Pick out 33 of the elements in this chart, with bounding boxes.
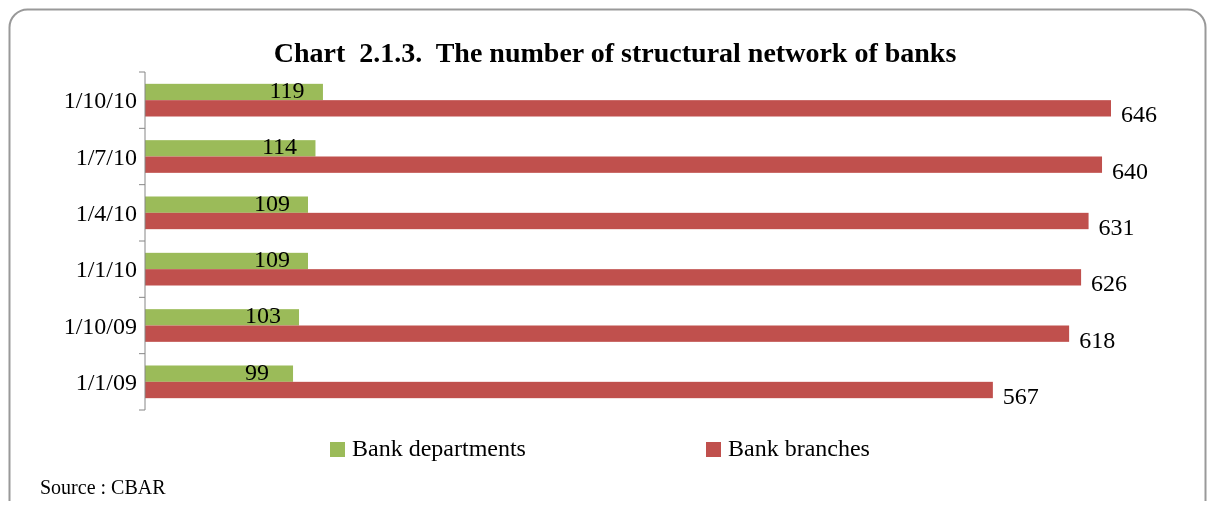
data-label: 109: [253, 189, 290, 216]
bar: [145, 83, 323, 101]
data-label: 567: [1002, 383, 1039, 409]
y-tick-label: 1/7/10: [75, 143, 137, 170]
bar: [145, 100, 1111, 117]
bar: [145, 269, 1082, 286]
bar: [145, 140, 316, 157]
data-label: 99: [245, 358, 270, 385]
data-label: 114: [261, 133, 298, 160]
legend-label: Bank departments: [352, 435, 526, 461]
source-note: Source : CBAR: [40, 476, 167, 498]
y-tick-label: 1/1/09: [75, 368, 137, 395]
bar: [145, 196, 308, 213]
y-tick-label: 1/10/09: [63, 312, 137, 339]
legend-label: Bank branches: [728, 435, 870, 461]
data-label: 119: [269, 77, 305, 103]
y-tick-label: 1/10/10: [63, 87, 137, 114]
y-tick-label: 1/1/10: [75, 256, 137, 283]
bar: [145, 212, 1089, 230]
data-label: 109: [253, 246, 290, 272]
data-label: 640: [1112, 157, 1149, 184]
data-label: 618: [1079, 326, 1116, 353]
data-label: 103: [245, 302, 282, 329]
bar: [145, 156, 1103, 173]
data-label: 646: [1121, 101, 1157, 128]
data-label: 626: [1091, 270, 1128, 297]
y-tick-label: 1/4/10: [75, 199, 137, 226]
bar: [145, 309, 300, 326]
bar: [145, 365, 294, 382]
chart-title: Chart 2.1.3. The number of structural network of banks: [273, 37, 957, 68]
bar: [145, 325, 1070, 342]
bar: [145, 381, 993, 399]
data-label: 631: [1098, 214, 1135, 240]
